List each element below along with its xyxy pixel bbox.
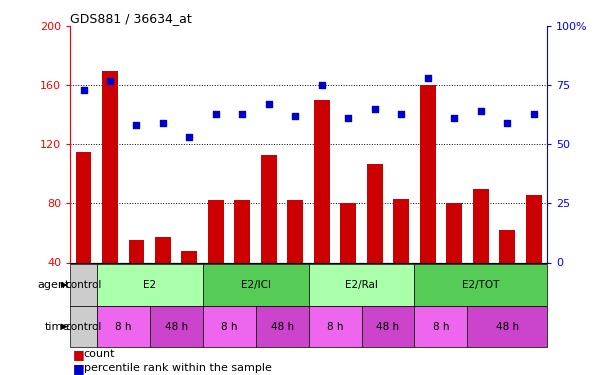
Point	[105, 78, 115, 84]
Point	[211, 111, 221, 117]
Text: count: count	[84, 350, 115, 359]
Text: 48 h: 48 h	[376, 322, 400, 332]
Point	[264, 101, 274, 107]
Text: 48 h: 48 h	[496, 322, 519, 332]
Bar	[309, 306, 362, 347]
Text: ■: ■	[73, 348, 85, 361]
Text: 8 h: 8 h	[327, 322, 343, 332]
Bar	[255, 306, 309, 347]
Bar	[367, 164, 382, 322]
Bar	[362, 306, 414, 347]
Point	[131, 123, 141, 129]
Bar	[393, 199, 409, 322]
Bar	[309, 264, 414, 306]
Bar	[499, 230, 515, 322]
Bar	[203, 306, 255, 347]
Text: 8 h: 8 h	[115, 322, 131, 332]
Text: 48 h: 48 h	[164, 322, 188, 332]
Text: E2/ICI: E2/ICI	[241, 280, 271, 290]
Bar	[287, 201, 303, 322]
Text: control: control	[65, 280, 101, 290]
Point	[317, 82, 327, 88]
Text: agent: agent	[37, 280, 70, 290]
Point	[370, 106, 379, 112]
Text: E2/Ral: E2/Ral	[345, 280, 378, 290]
Text: 8 h: 8 h	[221, 322, 238, 332]
Point	[397, 111, 406, 117]
Point	[423, 75, 433, 81]
Bar	[155, 237, 171, 322]
Bar	[467, 306, 547, 347]
Bar	[102, 70, 118, 322]
Text: control: control	[65, 322, 101, 332]
Bar	[261, 155, 277, 322]
Bar	[414, 264, 547, 306]
Bar	[208, 201, 224, 322]
Point	[79, 87, 89, 93]
Bar	[340, 203, 356, 322]
Point	[238, 111, 247, 117]
Bar	[314, 100, 330, 322]
Bar	[128, 240, 144, 322]
Text: E2/TOT: E2/TOT	[462, 280, 499, 290]
Bar	[97, 264, 203, 306]
Point	[449, 116, 459, 122]
Point	[185, 134, 194, 140]
Bar	[181, 251, 197, 322]
Bar	[414, 306, 467, 347]
Bar	[525, 195, 541, 322]
Point	[529, 111, 538, 117]
Bar	[446, 203, 462, 322]
Text: ■: ■	[73, 362, 85, 375]
Bar	[473, 189, 489, 322]
Bar	[70, 264, 97, 306]
Bar	[97, 306, 150, 347]
Point	[290, 113, 300, 119]
Bar	[150, 306, 203, 347]
Bar	[420, 85, 436, 322]
Text: GDS881 / 36634_at: GDS881 / 36634_at	[70, 12, 192, 25]
Point	[343, 116, 353, 122]
Text: 48 h: 48 h	[271, 322, 294, 332]
Bar	[70, 306, 97, 347]
Bar	[203, 264, 309, 306]
Text: 8 h: 8 h	[433, 322, 449, 332]
Text: E2: E2	[143, 280, 156, 290]
Text: time: time	[45, 322, 70, 332]
Text: percentile rank within the sample: percentile rank within the sample	[84, 363, 271, 373]
Point	[502, 120, 512, 126]
Bar	[235, 201, 251, 322]
Point	[158, 120, 168, 126]
Bar	[76, 152, 92, 322]
Point	[476, 108, 486, 114]
